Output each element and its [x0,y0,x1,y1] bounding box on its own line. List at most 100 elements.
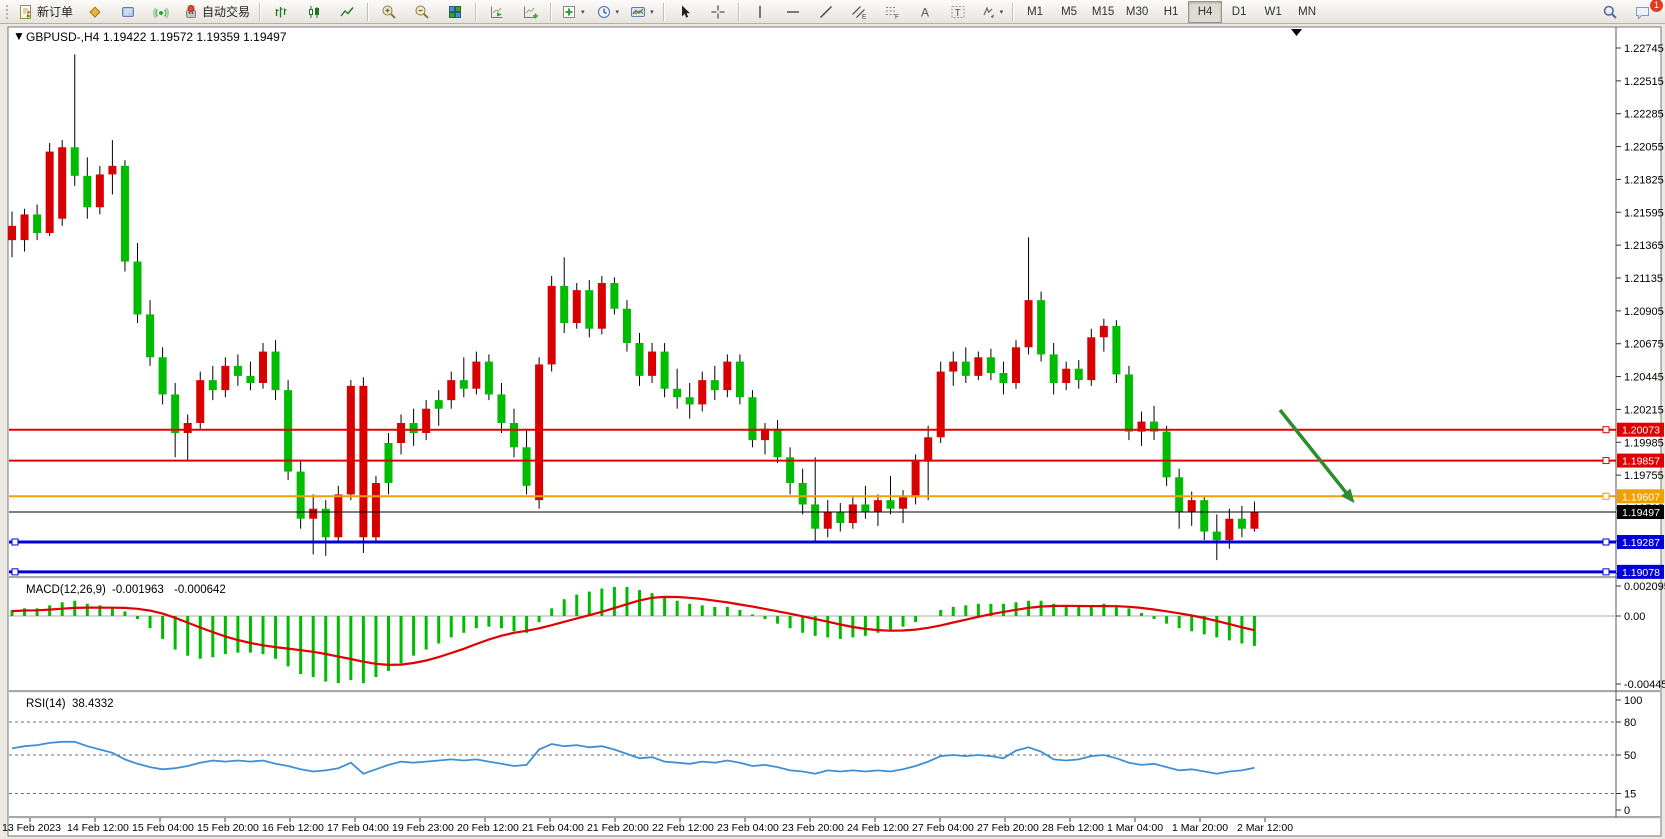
text-label-button[interactable]: T [942,1,974,23]
text-button[interactable]: A [909,1,941,23]
rsi-pane[interactable]: 100 80 50 15 0 [9,695,1642,817]
horizontal-line-button[interactable] [777,1,809,23]
trendline-button[interactable] [810,1,842,23]
period-clock-button[interactable]: ▾ [591,1,625,23]
candle [434,400,443,409]
time-label: 23 Feb 04:00 [717,822,779,834]
time-label: 2 Mar 12:00 [1237,822,1293,834]
candle [1137,421,1146,432]
horizontal-level-lines[interactable] [9,426,1616,576]
line-chart-button[interactable] [331,1,363,23]
candle [622,308,631,343]
candle [685,397,694,405]
price-tick: 1.22515 [1624,76,1664,88]
timeframe-h4-button[interactable]: H4 [1188,0,1223,23]
signals-button[interactable] [145,1,177,23]
timeframe-mn-button[interactable]: MN [1298,5,1317,18]
candle [836,511,845,523]
candle [259,351,267,383]
toolbar-separator [737,2,740,21]
candle [510,423,518,448]
timeframe-w1-button[interactable]: W1 [1264,5,1282,18]
add-indicator-icon [561,4,577,20]
candle [986,357,995,373]
price-tick: 1.19755 [1624,470,1664,482]
rsi-line [11,740,1255,775]
candle [1212,531,1221,541]
price-label-1.20073: 1.20073 [1622,425,1660,437]
candle [1062,368,1071,383]
profiles-button[interactable] [112,1,144,23]
trend-arrow-annotation[interactable] [1278,408,1355,504]
candlestick-chart-icon [306,4,322,20]
chart-snapshot-button[interactable]: ▾ [625,1,659,23]
rsi-axis-tick: 15 [1624,789,1636,801]
arrows-button[interactable]: ▾ [975,1,1009,23]
price-axis[interactable]: 1.22745 1.22515 1.22285 1.22055 1.21825 1.215… [1616,43,1664,581]
timeframe-m1-button[interactable]: M1 [1027,5,1044,18]
candle [773,428,782,458]
macd-pane[interactable]: 0.002095 0.00 -0.004455 [9,581,1665,691]
timeframe-m15-button[interactable]: M15 [1091,5,1115,18]
chat-button[interactable]: 1 [1627,0,1664,23]
chevron-down-icon: ▾ [615,8,620,16]
timeframe-m30-button[interactable]: M30 [1125,5,1149,18]
search-button[interactable] [1594,1,1626,23]
period-clock-icon [596,4,612,20]
svg-text:E: E [862,13,867,20]
toolbar-grip[interactable] [5,3,9,20]
candle [233,365,242,376]
candle [660,351,669,389]
timeframe-d1-button[interactable]: D1 [1231,5,1247,18]
price-tick: 1.21135 [1624,273,1663,285]
candle [58,147,67,219]
time-label: 15 Feb 04:00 [132,822,194,834]
fibonacci-button[interactable]: F [876,1,908,23]
candle [1250,511,1259,529]
candle [698,380,707,405]
rsi-value: 38.4332 [72,698,114,710]
time-label: 21 Feb 20:00 [587,822,649,834]
zoom-in-button[interactable] [373,1,405,23]
candlestick-chart-button[interactable] [298,1,330,23]
candle [158,357,167,395]
time-label: 15 Feb 20:00 [197,822,259,834]
candle [45,151,54,233]
crosshair-button[interactable] [702,1,734,23]
candle [873,500,882,512]
time-label: 1 Mar 20:00 [1172,822,1228,834]
candle [535,364,544,501]
time-label: 20 Feb 12:00 [457,822,519,834]
timeframe-h1-button[interactable]: H1 [1163,5,1179,18]
auto-scroll-button[interactable] [481,1,513,23]
time-axis[interactable]: 13 Feb 2023 14 Feb 12:00 15 Feb 04:00 15 Fe… [2,818,1293,834]
chart-shift-button[interactable] [514,1,546,23]
symbol-dropdown-icon[interactable]: ▼ [13,29,25,43]
auto-scroll-icon [489,4,505,20]
line-chart-icon [339,4,355,20]
time-label: 27 Feb 04:00 [912,822,974,834]
macd-value-main: -0.001963 [112,584,164,596]
vertical-line-button[interactable] [744,1,776,23]
time-label: 17 Feb 04:00 [327,822,389,834]
cursor-button[interactable] [669,1,701,23]
chart-shift-icon [522,4,539,20]
macd-label: MACD(12,26,9) [26,584,106,596]
candle [484,361,493,395]
tile-windows-button[interactable] [439,1,471,23]
gold-tag-button[interactable] [79,1,111,23]
timeframe-m5-button[interactable]: M5 [1061,5,1078,18]
bar-chart-button[interactable] [265,1,297,23]
candle [8,225,16,241]
autotrade-button[interactable]: 自动交易 [178,1,255,23]
add-indicator-button[interactable]: ▾ [556,1,590,23]
candle [572,290,581,323]
candle [321,508,330,538]
new-order-button[interactable]: 新订单 [13,1,78,23]
chevron-down-icon: ▾ [999,8,1004,16]
zoom-out-button[interactable] [406,1,438,23]
candle [1162,431,1171,478]
equidistant-channel-button[interactable]: E [843,1,875,23]
candle [422,408,431,433]
autotrade-icon [183,4,199,20]
